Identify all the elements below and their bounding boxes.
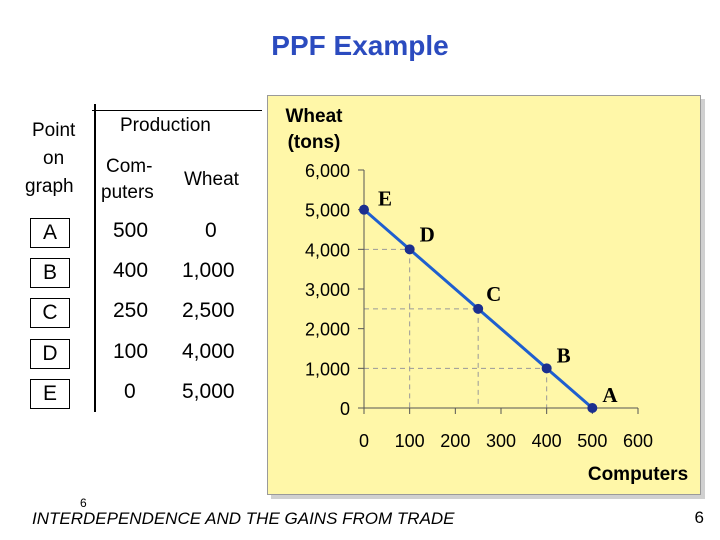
slide-number: 6 — [694, 508, 704, 527]
y-axis-label-line2: (tons) — [288, 132, 341, 153]
y-tick-label: 0 — [340, 399, 350, 419]
x-tick-label: 400 — [532, 431, 562, 451]
table-row-point: B — [30, 258, 70, 288]
table-cell-wheat: 5,000 — [182, 380, 235, 403]
table-cell-computers: 400 — [113, 259, 149, 282]
slide-title: PPF Example — [271, 30, 449, 61]
y-tick-label: 4,000 — [305, 240, 350, 260]
production-table: Point on graph Production Com- puters Wh… — [0, 0, 270, 420]
x-tick-label: 500 — [577, 431, 607, 451]
table-row-point: E — [30, 379, 70, 409]
chart-panel — [267, 95, 701, 495]
x-tick-label: 600 — [623, 431, 653, 451]
header-computers-line2: puters — [101, 182, 154, 203]
table-cell-wheat: 1,000 — [182, 259, 235, 282]
point-label: E — [378, 187, 392, 211]
point-marker — [473, 303, 484, 314]
header-point-line2: on — [43, 148, 65, 169]
header-point-line1: Point — [32, 120, 76, 141]
x-tick-label: 200 — [440, 431, 470, 451]
footer-text: INTERDEPENDENCE AND THE GAINS FROM TRADE — [32, 509, 455, 528]
table-row-point: D — [30, 339, 70, 369]
x-tick-label: 300 — [486, 431, 516, 451]
x-tick-label: 0 — [359, 431, 369, 451]
x-axis-label: Computers — [588, 464, 688, 485]
point-marker — [541, 363, 552, 374]
y-tick-label: 1,000 — [305, 359, 350, 379]
y-axis-label-line1: Wheat — [286, 106, 344, 127]
header-computers-line1: Com- — [106, 156, 153, 177]
table-row-point: C — [30, 298, 70, 328]
y-tick-label: 2,000 — [305, 320, 350, 340]
point-marker — [404, 244, 415, 255]
point-label: C — [486, 282, 501, 306]
y-tick-label: 3,000 — [305, 280, 350, 300]
point-label: B — [557, 343, 571, 367]
y-tick-label: 6,000 — [305, 161, 350, 181]
table-cell-computers: 500 — [113, 219, 149, 242]
header-production: Production — [120, 115, 211, 136]
table-row-point: A — [30, 218, 70, 248]
table-divider-horizontal — [92, 110, 262, 111]
header-point-line3: graph — [25, 176, 74, 197]
header-wheat: Wheat — [184, 169, 239, 190]
slide-number-small: 6 — [80, 496, 87, 510]
table-cell-wheat: 4,000 — [182, 340, 235, 363]
point-label: D — [420, 222, 435, 246]
table-cell-computers: 250 — [113, 299, 149, 322]
table-cell-wheat: 2,500 — [182, 299, 235, 322]
table-divider-vertical — [94, 104, 96, 412]
table-cell-wheat: 0 — [205, 219, 217, 242]
x-tick-label: 100 — [395, 431, 425, 451]
table-cell-computers: 100 — [113, 340, 149, 363]
point-marker — [359, 204, 369, 215]
point-label: A — [602, 383, 618, 407]
point-marker — [587, 403, 598, 413]
table-cell-computers: 0 — [124, 380, 136, 403]
y-tick-label: 5,000 — [305, 201, 350, 221]
